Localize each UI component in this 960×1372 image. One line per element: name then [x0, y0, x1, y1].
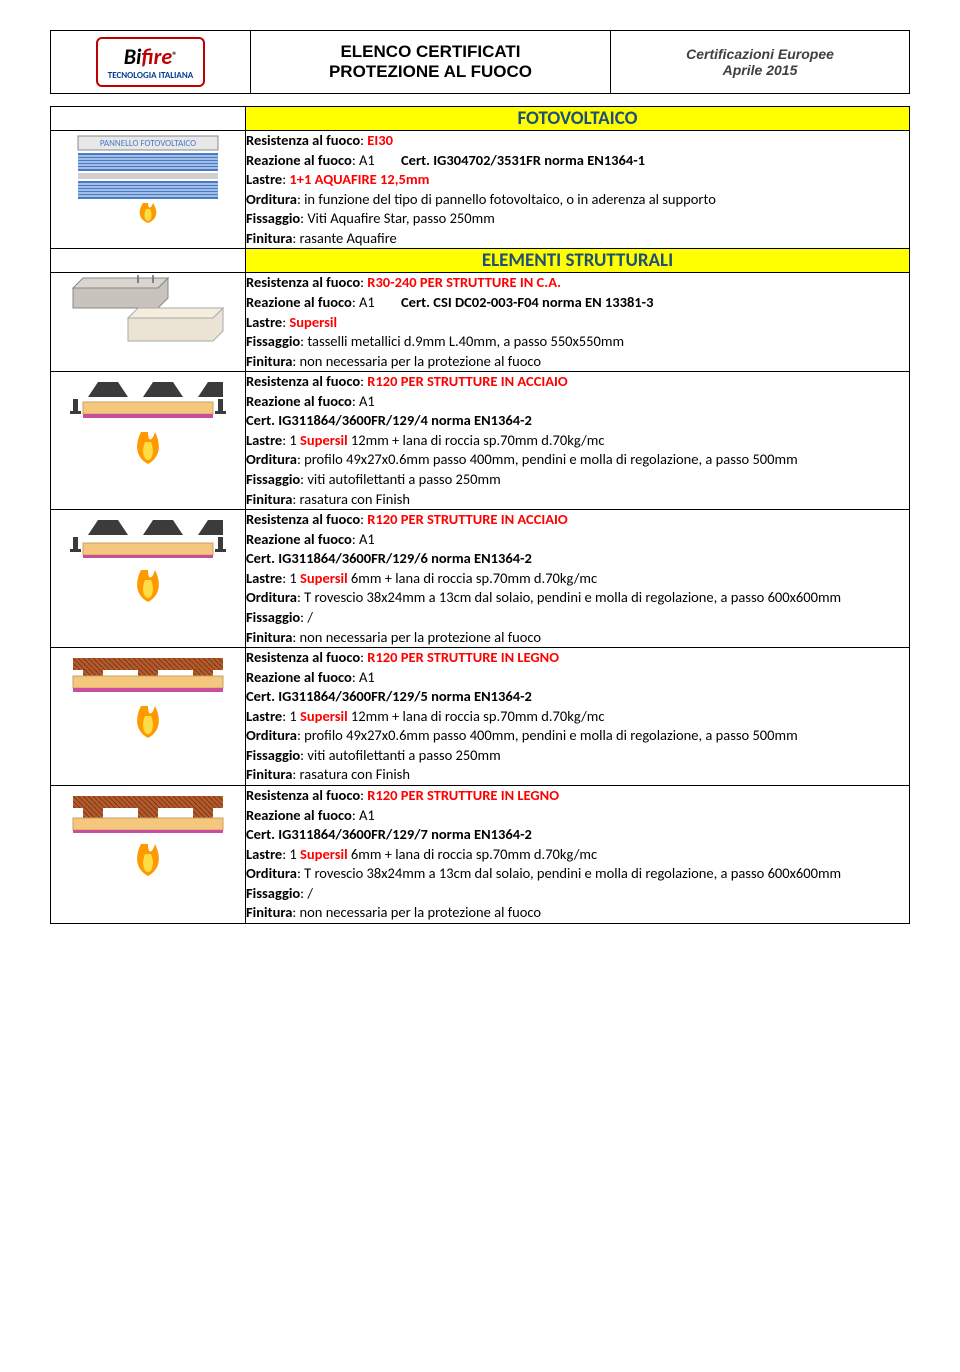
title-line2: PROTEZIONE AL FUOCO — [261, 62, 600, 82]
table-row: Resistenza al fuoco: R120 PER STRUTTURE … — [51, 648, 910, 786]
subtitle-cell: Certificazioni Europee Aprile 2015 — [611, 31, 910, 94]
pv-panel-icon: PANNELLO FOTOVOLTAICO — [68, 131, 228, 226]
row-image — [51, 786, 246, 924]
row-image: PANNELLO FOTOVOLTAICO — [51, 131, 246, 249]
row-content: Resistenza al fuoco: EI30 Reazione al fu… — [246, 131, 910, 249]
logo-subtitle: TECNOLOGIA ITALIANA — [108, 70, 194, 81]
table-row: Resistenza al fuoco: R120 PER STRUTTURE … — [51, 510, 910, 648]
svg-text:PANNELLO FOTOVOLTAICO: PANNELLO FOTOVOLTAICO — [100, 138, 196, 149]
row-content: Resistenza al fuoco: R30-240 PER STRUTTU… — [246, 273, 910, 372]
logo-text-fire: fire — [141, 43, 172, 70]
concrete-slab-icon — [68, 273, 228, 343]
row-image — [51, 510, 246, 648]
row-content: Resistenza al fuoco: R120 PER STRUTTURE … — [246, 372, 910, 510]
row-image — [51, 648, 246, 786]
title-cell: ELENCO CERTIFICATI PROTEZIONE AL FUOCO — [251, 31, 611, 94]
table-row: Resistenza al fuoco: R120 PER STRUTTURE … — [51, 372, 910, 510]
steel-beam-icon — [68, 372, 228, 482]
wood-beam-icon — [68, 648, 228, 758]
document-header: Bifire® TECNOLOGIA ITALIANA ELENCO CERTI… — [50, 30, 910, 94]
row-content: Resistenza al fuoco: R120 PER STRUTTURE … — [246, 786, 910, 924]
logo-text-bi: Bi — [124, 43, 142, 70]
table-row: Resistenza al fuoco: R120 PER STRUTTURE … — [51, 786, 910, 924]
section-elementi: ELEMENTI STRUTTURALI — [246, 249, 910, 273]
subtitle-line1: Certificazioni Europee — [621, 46, 899, 62]
certificates-table: FOTOVOLTAICO PANNELLO FOTOVOLTAICO — [50, 106, 910, 924]
table-row: PANNELLO FOTOVOLTAICO — [51, 131, 910, 249]
section-fotovoltaico: FOTOVOLTAICO — [246, 107, 910, 131]
logo-cell: Bifire® TECNOLOGIA ITALIANA — [51, 31, 251, 94]
logo-reg: ® — [172, 48, 177, 61]
title-line1: ELENCO CERTIFICATI — [261, 42, 600, 62]
section-header-img — [51, 107, 246, 131]
wood-beam-icon — [68, 786, 228, 896]
row-image — [51, 273, 246, 372]
row-content: Resistenza al fuoco: R120 PER STRUTTURE … — [246, 648, 910, 786]
subtitle-line2: Aprile 2015 — [621, 62, 899, 78]
steel-beam-icon — [68, 510, 228, 620]
section-header-img — [51, 249, 246, 273]
row-image — [51, 372, 246, 510]
table-row: Resistenza al fuoco: R30-240 PER STRUTTU… — [51, 273, 910, 372]
bifire-logo: Bifire® TECNOLOGIA ITALIANA — [96, 37, 206, 87]
row-content: Resistenza al fuoco: R120 PER STRUTTURE … — [246, 510, 910, 648]
